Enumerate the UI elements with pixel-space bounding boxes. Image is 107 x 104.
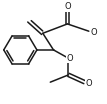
Text: O: O [64,2,71,11]
Text: O: O [86,79,92,88]
Text: O: O [90,28,97,37]
Text: O: O [66,54,73,63]
